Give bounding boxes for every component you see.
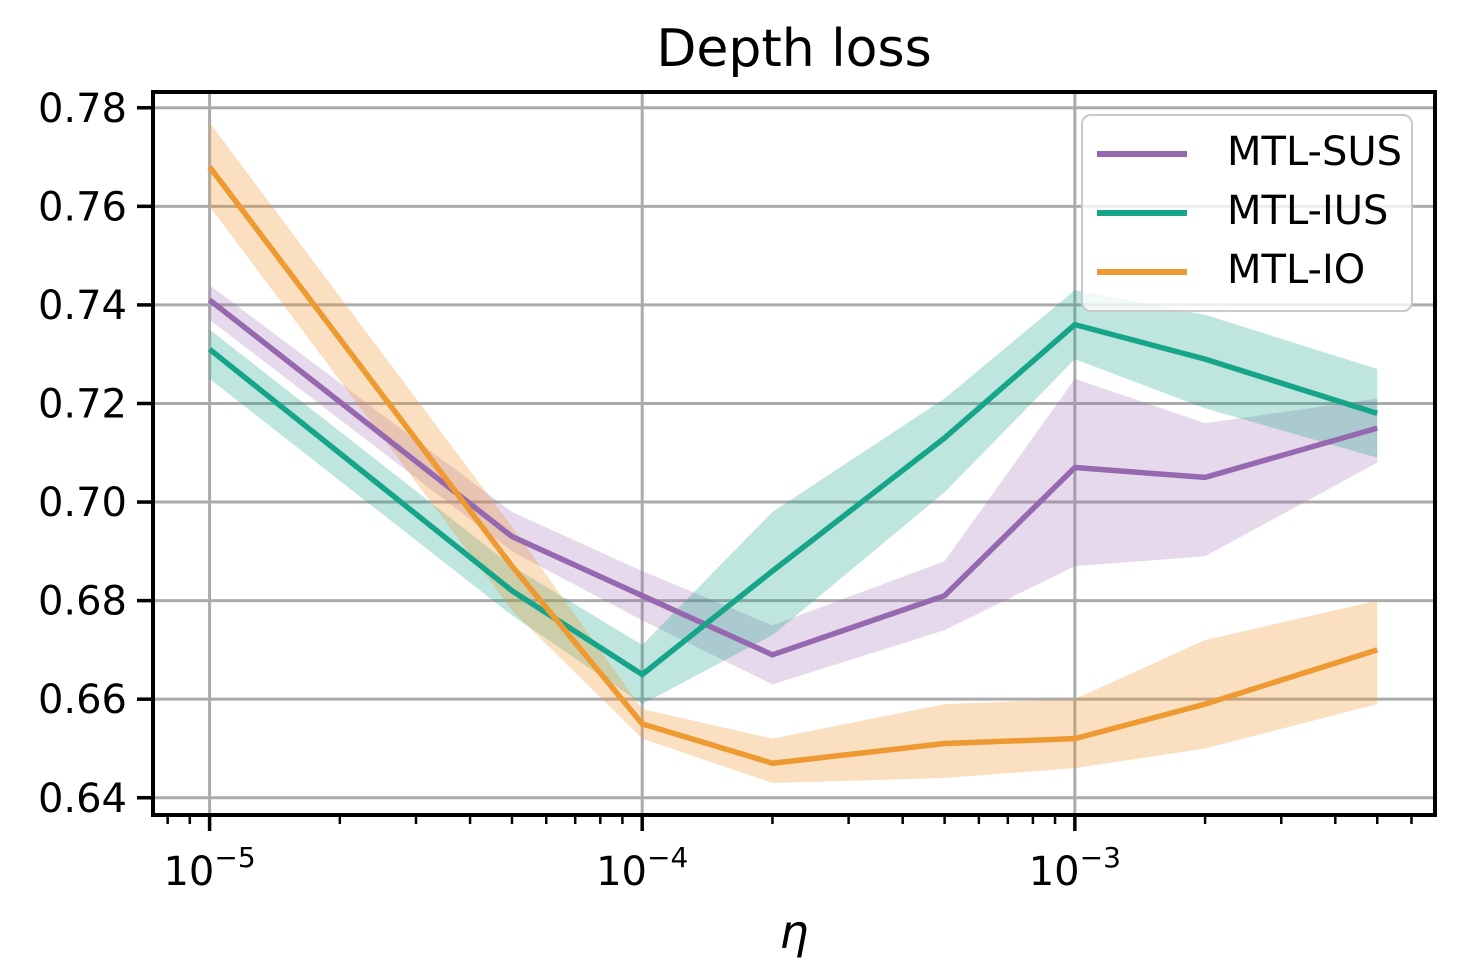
y-tick-label: 0.66 (38, 677, 127, 723)
y-tick-label: 0.70 (38, 480, 127, 526)
confidence-band-layer (209, 122, 1378, 783)
legend-entry-mtl-io: MTL-IO (1083, 244, 1411, 300)
x-tick-label: 10−5 (163, 841, 255, 895)
tick-layer (137, 106, 1413, 831)
series-line-layer (207, 165, 1379, 767)
x-axis-label: η (779, 905, 808, 959)
grid-layer (153, 92, 1435, 815)
y-tick-label: 0.74 (38, 283, 127, 329)
legend-label-mtl-sus: MTL-SUS (1227, 128, 1403, 175)
confidence-band-MTL-IUS (209, 290, 1378, 705)
y-tick-label: 0.64 (38, 776, 127, 822)
plot-border (151, 90, 1437, 817)
legend-line-mtl-io-icon (1097, 269, 1187, 276)
y-tick-label: 0.68 (38, 579, 127, 625)
series-line-MTL-SUS (207, 297, 1378, 658)
legend: MTL-SUS MTL-IUS MTL-IO (1081, 114, 1413, 312)
legend-entry-mtl-ius: MTL-IUS (1083, 185, 1411, 241)
legend-line-mtl-sus-icon (1097, 150, 1187, 157)
confidence-band-MTL-IO (209, 122, 1378, 783)
confidence-band-MTL-SUS (209, 285, 1378, 685)
legend-label-mtl-ius: MTL-IUS (1227, 187, 1389, 234)
x-tick-label: 10−3 (1029, 841, 1121, 895)
legend-label-mtl-io: MTL-IO (1227, 247, 1366, 294)
legend-entry-mtl-sus: MTL-SUS (1083, 126, 1411, 182)
axes-spine-layer (151, 90, 1437, 817)
y-tick-label: 0.76 (38, 184, 127, 230)
y-tick-label: 0.78 (38, 86, 127, 132)
tick-label-layer: 0.64 0.66 0.68 0.70 0.72 0.74 0.76 0.78 10−5 10−4… (38, 86, 1121, 895)
series-line-MTL-IO (207, 165, 1379, 767)
chart-title: Depth loss (656, 19, 931, 79)
series-line-MTL-IUS (207, 321, 1379, 678)
x-tick-label: 10−4 (596, 841, 688, 895)
y-tick-label: 0.72 (38, 381, 127, 427)
legend-line-mtl-ius-icon (1097, 209, 1187, 216)
